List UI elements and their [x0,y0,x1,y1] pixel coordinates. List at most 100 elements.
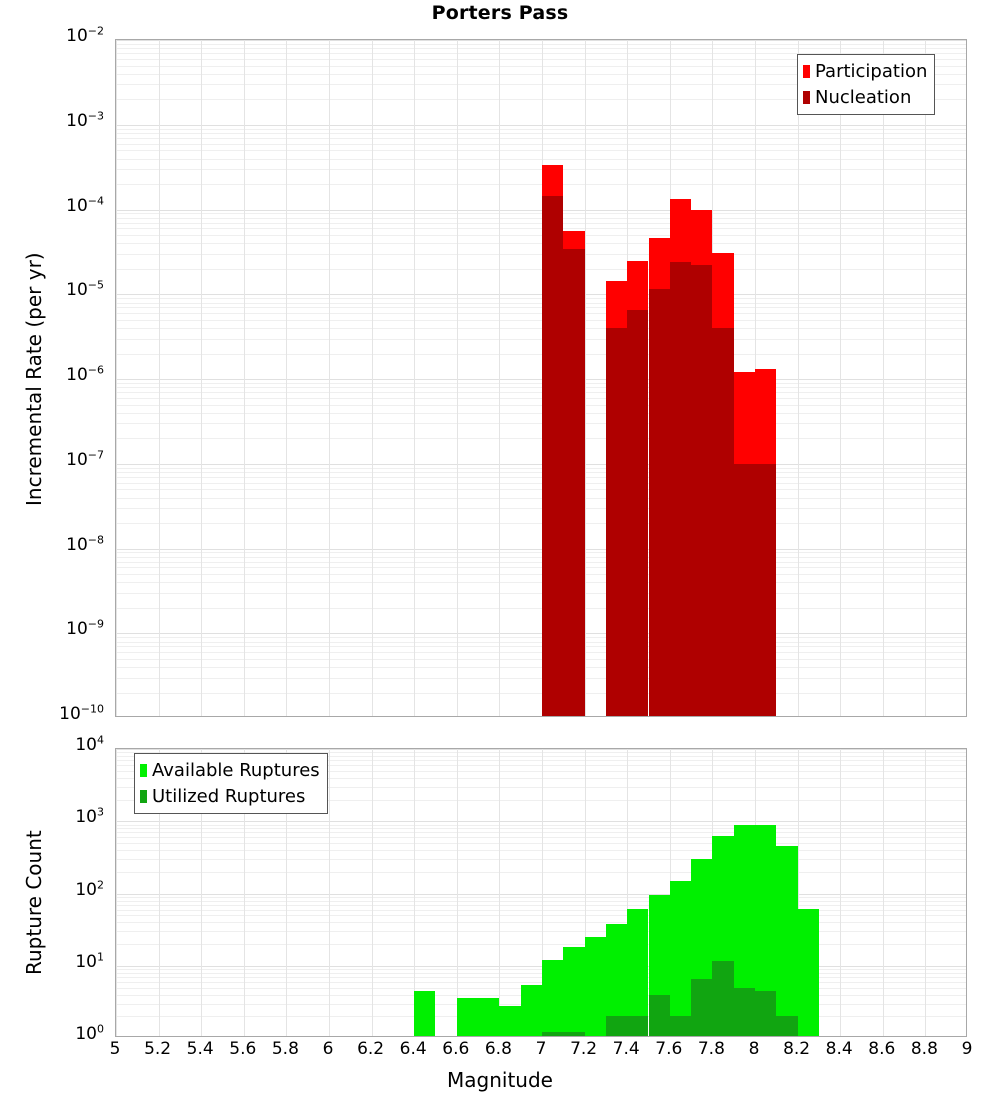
bar-utilized-ruptures [733,987,755,1036]
y-axis-title-bottom: Rupture Count [22,829,46,975]
gridline-horizontal [116,523,966,524]
gridline-horizontal [116,749,966,750]
x-axis-tick-label: 7 [535,1039,547,1059]
bar-available ruptures [797,908,819,1036]
gridline-vertical [499,40,501,716]
y-axis-tick-label: 10−7 [66,448,104,470]
bar-available ruptures [499,1005,521,1036]
gridline-vertical [158,40,160,716]
bar-utilized-ruptures [563,1032,585,1036]
y-axis-tick-label: 10−9 [66,617,104,640]
gridline-horizontal [116,222,966,224]
x-axis-tick-label: 7.2 [570,1039,598,1059]
gridline-horizontal [116,423,966,425]
gridline-horizontal [116,169,966,171]
bar-nucleation [627,310,649,716]
gridline-horizontal [116,228,966,230]
x-axis-tick-label: 6.6 [442,1039,470,1059]
bar-available ruptures [776,846,798,1036]
y-axis-tick-label: 10−4 [66,193,104,216]
gridline-vertical [456,40,458,716]
gridline-horizontal [116,843,966,844]
gridline-vertical [925,749,927,1036]
gridline-horizontal [116,552,966,554]
legend-item[interactable]: Participation [803,59,927,85]
gridline-horizontal [116,137,966,139]
legend-item[interactable]: Utilized Ruptures [140,784,320,810]
gridline-horizontal [116,556,966,558]
gridline-horizontal [116,404,966,406]
gridline-horizontal [116,770,966,772]
gridline-horizontal [116,931,966,933]
gridline-horizontal [116,158,966,160]
legend-item[interactable]: Nucleation [803,85,927,111]
bar-utilized-ruptures [605,1016,628,1036]
gridline-horizontal [116,184,966,185]
bar-available ruptures [733,824,755,1036]
bar-available ruptures [563,947,585,1036]
gridline-vertical [371,40,373,716]
legend-item-label: Nucleation [815,86,912,108]
x-axis-tick-label: 6.2 [357,1039,385,1059]
gridline-horizontal [116,268,966,270]
bar-available ruptures [605,923,628,1036]
legend-incremental-rate[interactable]: Participation Nucleation [797,54,936,116]
bar-utilized-ruptures [669,1016,692,1036]
gridline-horizontal [116,508,966,510]
y-axis-tick-label: 10−6 [66,363,104,385]
legend-item-label: Participation [815,61,928,82]
gridline-horizontal [116,133,966,134]
y-axis-tick-label: 102 [75,877,104,900]
bar-available ruptures [456,997,479,1036]
gridline-vertical [158,749,160,1036]
bar-nucleation [605,328,628,716]
gridline-vertical [414,749,416,1036]
gridline-horizontal [116,832,966,834]
gridline-horizontal [116,379,966,380]
gridline-vertical [414,40,416,716]
y-axis-tick-label: 10−2 [66,24,104,46]
x-axis-tick-label: 8.8 [910,1039,938,1059]
gridline-horizontal [116,752,966,754]
gridline-horizontal [116,777,966,779]
legend-swatch-icon [803,90,810,104]
gridline-horizontal [116,298,966,300]
bar-utilized-ruptures [627,1016,649,1036]
gridline-horizontal [116,243,966,245]
bar-available ruptures [520,985,542,1036]
x-axis-tick-label: 7.8 [697,1039,725,1059]
legend-rupture-count[interactable]: Available Ruptures Utilized Ruptures [134,753,328,815]
gridline-horizontal [116,307,966,309]
gridline-horizontal [116,646,966,648]
gridline-vertical [243,749,245,1036]
x-axis-tick-label: 5.6 [229,1039,257,1059]
gridline-horizontal [116,438,966,440]
x-axis-tick-label: 9 [961,1039,973,1059]
bar-nucleation [712,328,734,716]
gridline-horizontal [116,412,966,414]
gridline-horizontal [116,756,966,757]
gridline-horizontal [116,40,966,41]
gridline-vertical [499,749,501,1036]
gridline-horizontal [116,760,966,762]
gridline-vertical [840,40,842,716]
y-axis-tick-label: 10−5 [66,278,104,301]
bar-available ruptures [542,960,564,1036]
legend-swatch-icon [803,65,810,79]
bar-utilized-ruptures [542,1032,564,1036]
legend-item[interactable]: Available Ruptures [140,758,320,784]
gridline-horizontal [116,53,966,55]
gridline-horizontal [116,48,966,50]
gridline-horizontal [116,497,966,499]
grid-lines-top [116,40,966,716]
gridline-horizontal [116,909,966,911]
gridline-horizontal [116,871,966,873]
gridline-horizontal [116,607,966,609]
gridline-horizontal [116,677,966,679]
gridline-horizontal [116,582,966,584]
gridline-horizontal [116,58,966,60]
gridline-horizontal [116,837,966,839]
x-axis-tick-label: 8.6 [868,1039,896,1059]
gridline-vertical [201,749,203,1036]
gridline-vertical [584,40,586,716]
